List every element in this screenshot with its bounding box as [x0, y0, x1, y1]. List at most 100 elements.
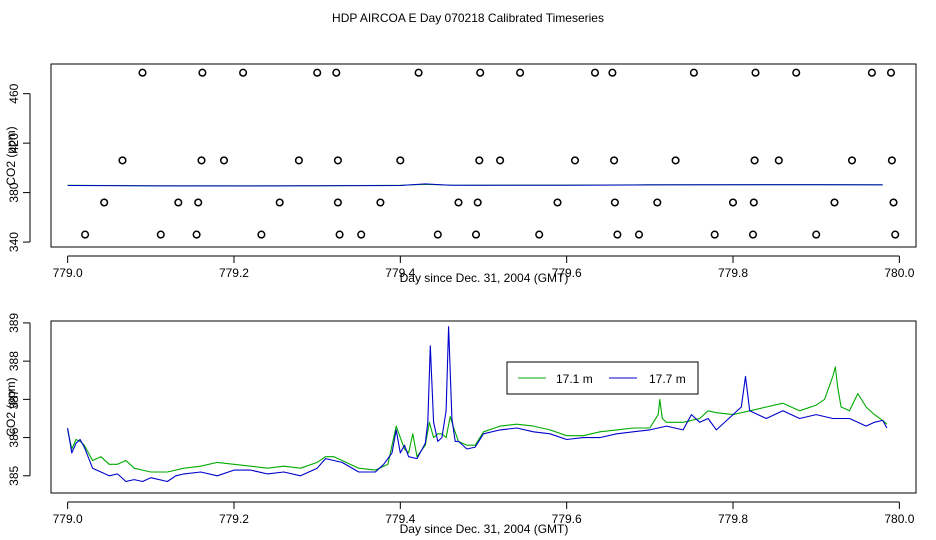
bottom-x-tick-label: 779.6	[552, 512, 582, 526]
bottom-x-tick-label: 779.0	[53, 512, 83, 526]
top-data-point	[475, 156, 484, 165]
top-y-tick-label: 340	[7, 232, 21, 252]
top-data-point	[357, 230, 366, 239]
top-data-point	[634, 230, 644, 239]
bottom-y-tick-label: 388	[7, 351, 21, 371]
top-data-point	[100, 198, 109, 207]
top-x-tick-label: 779.4	[385, 266, 415, 280]
top-y-axis-label: CO2 (ppm)	[4, 126, 18, 185]
top-data-point	[333, 156, 342, 165]
top-data-point	[219, 156, 229, 165]
bottom-axes: 779.0 779.2 779.4 779.6 779.8 780.0 385 386 387 3…	[7, 313, 915, 526]
top-data-point	[516, 68, 525, 77]
top-x-tick-label: 780.0	[884, 266, 914, 280]
bottom-series-line-2	[67, 326, 888, 483]
top-data-point	[239, 68, 248, 77]
top-data-point	[454, 198, 463, 207]
top-data-point	[376, 198, 385, 207]
top-data-point	[156, 230, 165, 239]
top-x-tick-label: 779.8	[718, 266, 748, 280]
bottom-x-tick-label: 779.4	[385, 512, 415, 526]
bottom-y-tick-label: 385	[7, 465, 21, 485]
top-data-point	[830, 198, 839, 207]
legend: 17.1 m 17.7 m	[506, 361, 699, 395]
top-data-point	[335, 230, 344, 239]
top-plot-frame	[50, 63, 917, 248]
top-data-point	[891, 230, 900, 239]
top-data-point	[333, 198, 342, 207]
top-data-point	[867, 68, 876, 77]
top-data-point	[812, 230, 821, 239]
top-data-point	[689, 68, 698, 77]
top-data-point	[608, 68, 617, 77]
top-x-axis-label: Day since Dec. 31, 2004 (GMT)	[400, 271, 569, 285]
legend-label-series-1: 17.1 m	[556, 372, 593, 386]
top-data-point	[553, 198, 562, 207]
bottom-y-tick-label: 387	[7, 389, 21, 409]
top-x-tick-label: 779.0	[53, 266, 83, 280]
top-data-point	[710, 230, 719, 239]
top-data-point	[294, 156, 303, 165]
top-data-point	[570, 156, 580, 165]
top-data-point	[590, 68, 600, 77]
top-panel: 779.0 779.2 779.4 779.6 779.8 780.0 340 380 420 4…	[4, 63, 917, 285]
top-data-point	[671, 156, 680, 165]
bottom-y-tick-label: 389	[7, 313, 21, 333]
top-data-point	[889, 198, 898, 207]
top-data-point	[198, 68, 207, 77]
top-data-point	[313, 68, 322, 77]
top-data-point	[496, 156, 505, 165]
top-data-point	[847, 156, 857, 165]
top-data-point	[728, 198, 738, 207]
top-data-point	[332, 68, 341, 77]
top-data-point	[174, 198, 183, 207]
bottom-series-line-1	[67, 366, 888, 473]
bottom-x-axis-label: Day since Dec. 31, 2004 (GMT)	[400, 522, 569, 536]
top-y-tick-label: 460	[7, 83, 21, 103]
top-data-point	[887, 156, 896, 165]
bottom-x-tick-label: 779.8	[718, 512, 748, 526]
top-data-point	[197, 156, 206, 165]
top-axes: 779.0 779.2 779.4 779.6 779.8 780.0 340 380 420 4…	[7, 83, 915, 280]
bottom-x-tick-label: 779.2	[219, 512, 249, 526]
top-data-point	[138, 68, 147, 77]
top-data-point	[471, 230, 481, 239]
top-plot-marks	[67, 68, 900, 239]
bottom-x-tick-label: 780.0	[884, 512, 914, 526]
top-data-point	[749, 198, 758, 207]
bottom-panel: 779.0 779.2 779.4 779.6 779.8 780.0 385 386 387 3…	[4, 313, 917, 536]
top-data-point	[257, 230, 266, 239]
bottom-y-axis-label: CO2 (ppm)	[4, 377, 18, 436]
top-data-point	[194, 198, 203, 207]
top-series-line	[67, 183, 883, 187]
legend-label-series-2: 17.7 m	[649, 372, 686, 386]
top-data-point	[774, 156, 783, 165]
top-data-point	[414, 68, 423, 77]
top-data-point	[192, 230, 201, 239]
top-data-point	[118, 156, 127, 165]
top-x-tick-label: 779.2	[219, 266, 249, 280]
top-data-point	[610, 198, 619, 207]
top-data-point	[748, 230, 758, 239]
top-data-point	[396, 156, 405, 165]
top-data-point	[473, 198, 482, 207]
top-data-point	[81, 230, 90, 239]
top-data-point	[750, 156, 759, 165]
top-x-tick-label: 779.6	[552, 266, 582, 280]
top-y-tick-label: 420	[7, 133, 21, 153]
top-data-point	[613, 230, 622, 239]
top-y-tick-label: 380	[7, 182, 21, 202]
top-data-point	[535, 230, 544, 239]
figure-title: HDP AIRCOA E Day 070218 Calibrated Times…	[332, 11, 604, 25]
top-data-point	[792, 68, 801, 77]
top-data-point	[275, 198, 284, 207]
top-data-point	[653, 198, 662, 207]
top-data-point	[433, 230, 442, 239]
top-data-point	[476, 68, 485, 77]
bottom-y-tick-label: 386	[7, 427, 21, 447]
top-data-point	[886, 68, 896, 77]
bottom-plot-marks	[67, 326, 888, 483]
top-data-point	[610, 156, 619, 165]
bottom-plot-frame	[50, 320, 917, 494]
